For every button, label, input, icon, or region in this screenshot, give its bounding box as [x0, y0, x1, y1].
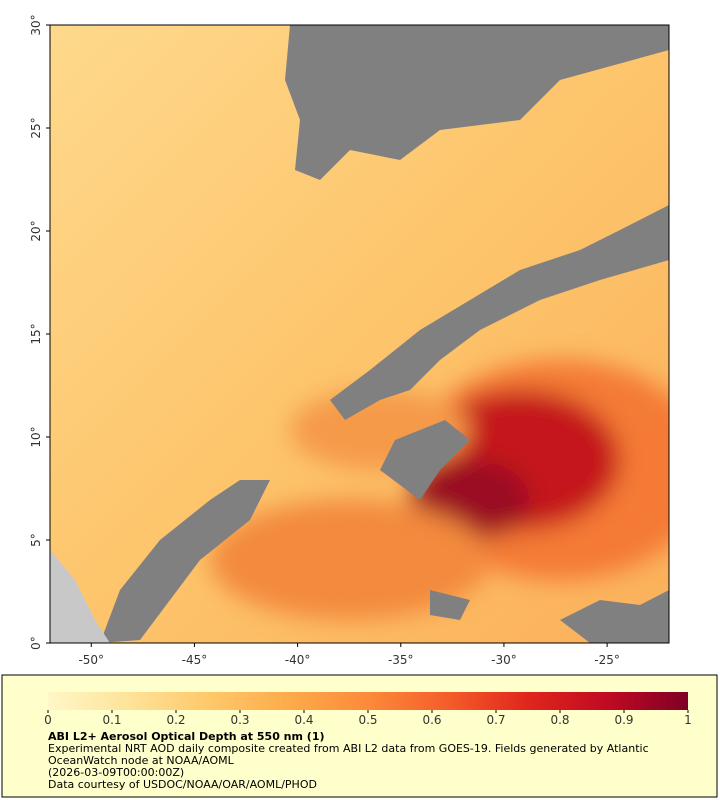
colorbar-tick-label: 0.5: [358, 713, 377, 727]
colorbar-ramp: [48, 692, 688, 710]
caption-time: (2026-03-09T00:00:00Z): [48, 766, 185, 779]
colorbar-tick-label: 0.9: [614, 713, 633, 727]
cloud-mask: [100, 25, 669, 643]
x-tick-label: -25°: [594, 653, 620, 667]
colorbar-tick-label: 0.8: [550, 713, 569, 727]
colorbar-tick-label: 0.3: [230, 713, 249, 727]
caption-description: Experimental NRT AOD daily composite cre…: [48, 742, 649, 767]
colorbar: 0 0.1 0.2 0.3 0.4 0.5 0.6 0.7 0.8 0.9 1: [44, 692, 692, 727]
x-tick-label: -50°: [78, 653, 104, 667]
land: [50, 550, 110, 643]
colorbar-tick-label: 0.1: [102, 713, 121, 727]
caption: ABI L2+ Aerosol Optical Depth at 550 nm …: [48, 731, 688, 791]
y-tick-label: 10°: [29, 426, 43, 447]
y-tick-label: 25°: [29, 117, 43, 138]
y-tick-label: 5°: [29, 533, 43, 547]
axes: -50° -45° -40° -35° -30° -25° 0° 5° 10° 15° 20° 25°…: [29, 14, 620, 667]
colorbar-tick-label: 1: [684, 713, 692, 727]
x-tick-label: -40°: [285, 653, 311, 667]
colorbar-tick-label: 0.7: [486, 713, 505, 727]
y-tick-label: 0°: [29, 636, 43, 650]
x-tick-label: -30°: [491, 653, 517, 667]
caption-title: ABI L2+ Aerosol Optical Depth at 550 nm …: [48, 730, 325, 743]
x-tick-label: -35°: [388, 653, 414, 667]
caption-credit: Data courtesy of USDOC/NOAA/OAR/AOML/PHO…: [48, 778, 317, 791]
colorbar-tick-label: 0.4: [294, 713, 313, 727]
x-tick-label: -45°: [182, 653, 208, 667]
y-tick-label: 20°: [29, 220, 43, 241]
aod-field: [50, 25, 669, 643]
colorbar-tick-label: 0.2: [166, 713, 185, 727]
y-tick-label: 15°: [29, 323, 43, 344]
y-tick-label: 30°: [29, 14, 43, 35]
colorbar-tick-label: 0.6: [422, 713, 441, 727]
colorbar-tick-label: 0: [44, 713, 52, 727]
